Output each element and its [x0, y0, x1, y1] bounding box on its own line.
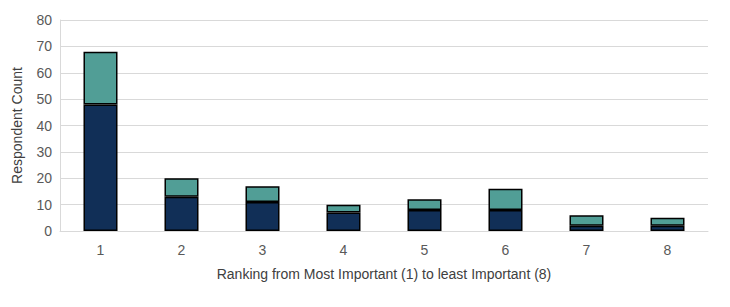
svg-text:8: 8	[664, 242, 672, 258]
svg-text:7: 7	[583, 242, 591, 258]
svg-text:40: 40	[36, 118, 52, 134]
svg-text:4: 4	[340, 242, 348, 258]
svg-text:20: 20	[36, 170, 52, 186]
svg-text:1: 1	[97, 242, 105, 258]
svg-text:2: 2	[178, 242, 186, 258]
svg-text:80: 80	[36, 12, 52, 28]
svg-text:Respondent Count: Respondent Count	[9, 67, 25, 184]
svg-text:70: 70	[36, 38, 52, 54]
svg-text:5: 5	[421, 242, 429, 258]
svg-text:50: 50	[36, 91, 52, 107]
svg-text:30: 30	[36, 144, 52, 160]
svg-text:60: 60	[36, 65, 52, 81]
svg-text:0: 0	[44, 223, 52, 239]
svg-text:10: 10	[36, 197, 52, 213]
svg-text:Ranking from Most Important (1: Ranking from Most Important (1) to least…	[217, 266, 552, 282]
svg-text:3: 3	[259, 242, 267, 258]
svg-text:6: 6	[502, 242, 510, 258]
